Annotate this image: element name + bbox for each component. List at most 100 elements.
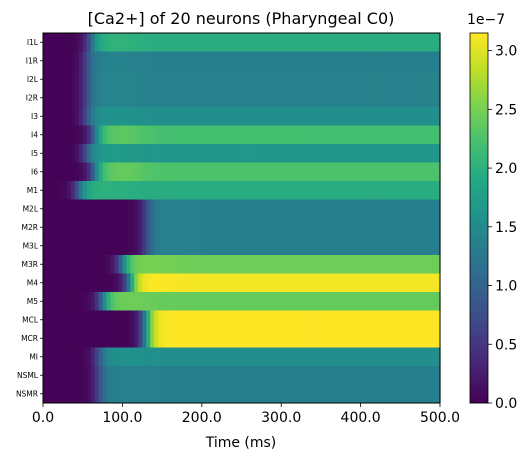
heatmap-cell (74, 70, 80, 89)
heatmap-cell (201, 70, 207, 89)
heatmap-cell (114, 236, 120, 256)
heatmap-cell (277, 236, 282, 256)
heatmap-cell (50, 292, 56, 311)
heatmap-cell (122, 255, 127, 274)
heatmap-cell (328, 88, 334, 108)
heatmap-cell (150, 88, 155, 108)
heatmap-cell (308, 70, 314, 89)
heatmap-cell (146, 33, 151, 52)
heatmap-cell (305, 310, 310, 330)
heatmap-cell (197, 107, 203, 126)
heatmap-cell (209, 107, 215, 126)
heatmap-cell (348, 236, 354, 256)
heatmap-cell (348, 329, 354, 348)
heatmap-cell (432, 88, 437, 108)
heatmap-cell (336, 125, 342, 145)
heatmap-cell (106, 125, 112, 145)
heatmap-cell (428, 218, 433, 237)
heatmap-cell (177, 255, 183, 274)
heatmap-cell (285, 144, 290, 163)
heatmap-cell (74, 144, 80, 163)
heatmap-cell (245, 329, 251, 348)
heatmap-cell (324, 310, 330, 330)
heatmap-cell (253, 273, 258, 293)
heatmap-cell (205, 33, 211, 52)
heatmap-cell (356, 125, 362, 145)
colorbar-segment (470, 325, 488, 330)
heatmap-cell (142, 347, 147, 367)
heatmap-cell (185, 181, 191, 200)
heatmap-cell (162, 144, 167, 163)
heatmap-cell (265, 273, 270, 293)
heatmap-cell (273, 88, 278, 108)
heatmap-cell (428, 347, 433, 367)
heatmap-cell (58, 181, 64, 200)
heatmap-cell (217, 199, 223, 219)
heatmap-cell (126, 33, 131, 52)
heatmap-cell (209, 88, 215, 108)
heatmap-cell (102, 347, 108, 367)
heatmap-cell (114, 329, 120, 348)
heatmap-cell (225, 347, 231, 367)
heatmap-cell (408, 181, 413, 200)
heatmap-cell (316, 144, 322, 163)
heatmap-cell (320, 51, 326, 71)
heatmap-cell (138, 88, 143, 108)
heatmap-cell (229, 51, 235, 71)
heatmap-cell (360, 347, 366, 367)
heatmap-cell (150, 33, 155, 52)
heatmap-cell (54, 218, 60, 237)
heatmap-cell (253, 125, 258, 145)
heatmap-cell (261, 199, 266, 219)
heatmap-cell (245, 255, 251, 274)
heatmap-cell (400, 181, 405, 200)
heatmap-cell (62, 292, 68, 311)
heatmap-cell (209, 366, 215, 385)
heatmap-cell (106, 33, 112, 52)
heatmap-cell (221, 347, 227, 367)
heatmap-cell (126, 88, 131, 108)
heatmap-cell (336, 70, 342, 89)
heatmap-cell (233, 292, 239, 311)
heatmap-cell (388, 384, 393, 404)
heatmap-cell (118, 218, 123, 237)
heatmap-cell (70, 88, 76, 108)
heatmap-cell (233, 162, 239, 182)
heatmap-cell (301, 347, 306, 367)
colorbar-segment (470, 245, 488, 250)
heatmap-cell (74, 310, 80, 330)
heatmap-cell (189, 347, 195, 367)
heatmap-cell (43, 255, 48, 274)
heatmap-cell (281, 51, 286, 71)
heatmap-cell (78, 329, 84, 348)
colorbar-segment (470, 45, 488, 49)
heatmap-cell (360, 218, 366, 237)
heatmap-cell (130, 329, 135, 348)
heatmap-cell (166, 366, 171, 385)
heatmap-cell (146, 199, 151, 219)
y-tick-label-m5: M5 (27, 297, 38, 306)
heatmap-cell (154, 384, 159, 404)
heatmap-cell (213, 273, 219, 293)
heatmap-cell (320, 310, 326, 330)
heatmap-cell (110, 310, 116, 330)
heatmap-cell (392, 292, 397, 311)
heatmap-cell (221, 144, 227, 163)
heatmap-cell (102, 236, 108, 256)
heatmap-cell (154, 70, 159, 89)
heatmap-cell (102, 273, 108, 293)
heatmap-cell (98, 88, 104, 108)
heatmap-cell (428, 366, 433, 385)
heatmap-row-mcl (43, 310, 441, 330)
heatmap-cell (126, 236, 131, 256)
heatmap-cell (376, 33, 382, 52)
heatmap-cell (360, 51, 366, 71)
heatmap-cell (412, 144, 417, 163)
heatmap-cell (376, 366, 382, 385)
heatmap-cell (241, 273, 247, 293)
heatmap-cell (340, 255, 346, 274)
heatmap-cell (86, 236, 92, 256)
heatmap-cell (273, 347, 278, 367)
colorbar-segment (470, 174, 488, 179)
heatmap-cell (376, 144, 382, 163)
